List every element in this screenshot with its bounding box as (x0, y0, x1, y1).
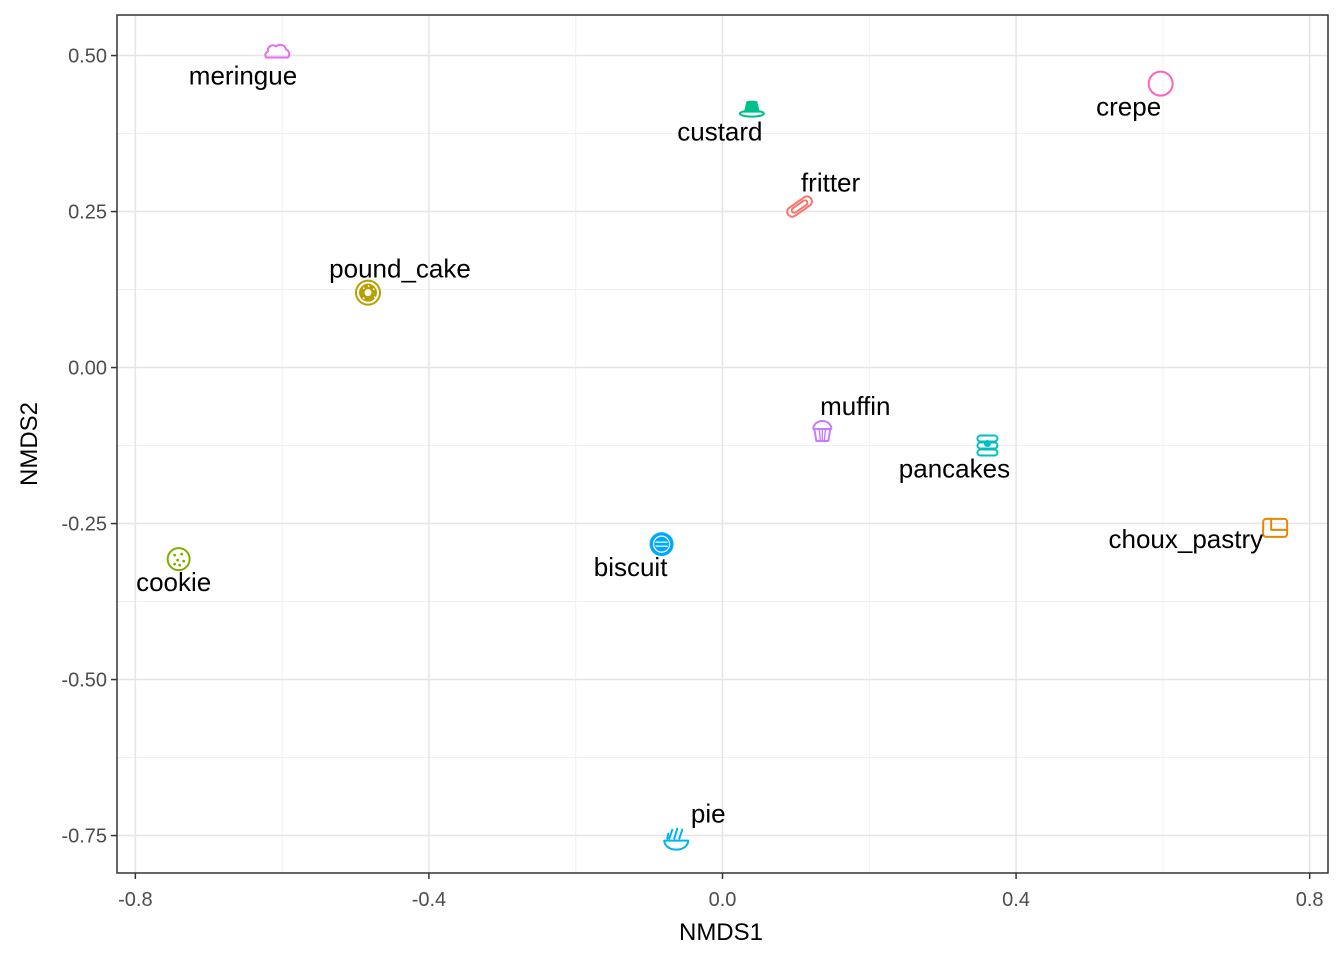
y-axis: 0.50 0.25 0.00 -0.25 -0.50 -0.75 (61, 46, 117, 848)
x-tick-label: 0.8 (1296, 889, 1324, 911)
data-point-pound-cake: pound_cake (329, 254, 471, 306)
bread-icon (1262, 517, 1289, 538)
hotdog-icon (786, 195, 813, 218)
muffin-icon (812, 419, 833, 442)
data-points: meringue custard crepe fritter pound_cakemuf… (136, 43, 1289, 851)
y-tick-label: 0.50 (68, 46, 107, 68)
pie-icon (663, 827, 690, 851)
data-point-muffin: muffin (812, 391, 890, 442)
y-tick-label: -0.75 (61, 826, 107, 848)
x-tick-label: 0.4 (1002, 889, 1030, 911)
point-label: choux_pastry (1109, 524, 1264, 554)
x-tick-label: -0.8 (118, 889, 152, 911)
circle-icon (1147, 70, 1174, 97)
point-label: fritter (801, 168, 861, 198)
donut-icon (355, 279, 382, 306)
point-label: custard (677, 117, 762, 147)
custard-icon (738, 100, 765, 118)
point-label: biscuit (594, 552, 668, 582)
point-label: pie (691, 799, 726, 829)
data-point-meringue: meringue (189, 43, 297, 90)
x-axis: -0.8 -0.4 0.0 0.4 0.8 (118, 873, 1324, 911)
data-point-pie: pie (663, 799, 726, 851)
y-axis-title: NMDS2 (16, 402, 43, 486)
data-point-pancakes: pancakes (899, 434, 1010, 484)
cookie-icon (166, 547, 191, 572)
point-label: muffin (820, 391, 890, 421)
data-point-custard: custard (677, 100, 765, 147)
y-tick-label: -0.50 (61, 670, 107, 692)
point-label: pound_cake (329, 254, 471, 284)
data-point-fritter: fritter (786, 168, 861, 218)
pancakes-icon (976, 434, 999, 457)
data-point-crepe: crepe (1096, 70, 1174, 122)
plot-panel (116, 14, 1329, 874)
x-tick-label: 0.0 (709, 889, 737, 911)
x-axis-title: NMDS1 (679, 919, 763, 946)
x-tick-label: -0.4 (412, 889, 446, 911)
point-label: pancakes (899, 454, 1010, 484)
point-label: crepe (1096, 92, 1161, 122)
data-point-biscuit: biscuit (594, 532, 674, 582)
biscuit-icon (649, 532, 674, 557)
cloud-icon (264, 43, 291, 59)
data-point-cookie: cookie (136, 547, 211, 597)
y-tick-label: -0.25 (61, 514, 107, 536)
y-tick-label: 0.00 (68, 358, 107, 380)
data-point-choux-pastry: choux_pastry (1109, 517, 1289, 554)
point-label: cookie (136, 567, 211, 597)
point-label: meringue (189, 60, 297, 90)
y-tick-label: 0.25 (68, 202, 107, 224)
